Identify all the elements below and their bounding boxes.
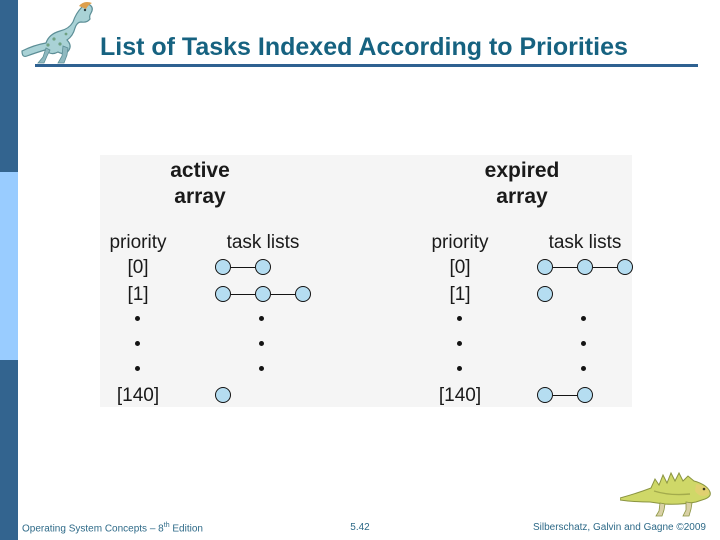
task-link-line — [231, 293, 255, 295]
active-array-task-list-row — [215, 259, 271, 277]
expired-array-tasklists-column-header: task lists — [548, 232, 622, 253]
task-node — [577, 259, 593, 275]
sidebar-segment-bottom — [0, 360, 18, 540]
task-node — [295, 286, 311, 302]
sidebar-segment-top — [0, 0, 18, 172]
dinosaur-footer-image — [620, 471, 711, 517]
task-link-line — [553, 266, 577, 268]
diagram-panel: active array priority task lists [0] [1] [140]… — [100, 155, 633, 407]
task-node — [537, 286, 553, 302]
active-array-priority-column-header: priority — [109, 232, 167, 253]
expired-array-header: expired array — [442, 158, 602, 210]
active-array-tasklists-column-header: task lists — [226, 232, 300, 253]
task-node — [577, 387, 593, 403]
expired-array-priority-label: [140] — [438, 385, 482, 406]
active-array-header-line1: active — [170, 159, 230, 182]
task-node — [537, 259, 553, 275]
expired-array-header-line2: array — [496, 185, 548, 208]
active-array-header: active array — [120, 158, 280, 210]
footer-edition-superscript: th — [163, 522, 170, 529]
expired-array-tasklist-ellipsis-dot — [581, 366, 586, 371]
active-array-priority-ellipsis-dot — [135, 341, 140, 346]
title-underline — [35, 64, 698, 67]
active-array-priority-ellipsis-dot — [135, 366, 140, 371]
expired-array-tasklist-ellipsis-dot — [581, 316, 586, 321]
active-array-priority-ellipsis-dot — [135, 316, 140, 321]
footer-book-title-text: Operating System Concepts – 8 — [22, 523, 164, 535]
task-node — [255, 286, 271, 302]
active-array-priority-label: [140] — [116, 385, 160, 406]
footer-authors: Silberschatz, Galvin and Gagne ©2009 — [532, 522, 706, 533]
active-array-tasklist-ellipsis-dot — [259, 316, 264, 321]
task-node — [255, 259, 271, 275]
expired-array-priority-label: [0] — [449, 257, 471, 278]
footer-edition-text: Edition — [169, 523, 203, 535]
expired-array-priority-column-header: priority — [431, 232, 489, 253]
expired-array-tasklist-ellipsis-dot — [581, 341, 586, 346]
task-node — [215, 286, 231, 302]
active-array-header-line2: array — [174, 185, 226, 208]
slide-page-number: 5.42 — [350, 522, 370, 533]
footer-book-title: Operating System Concepts – 8th Edition — [22, 522, 203, 534]
task-node — [617, 259, 633, 275]
active-array-priority-label: [0] — [127, 257, 149, 278]
dinosaur-logo-icon — [21, 2, 93, 64]
task-link-line — [593, 266, 617, 268]
active-array-group: active array priority task lists [0] [1] [140] — [100, 155, 340, 407]
task-link-line — [553, 394, 577, 396]
expired-array-priority-ellipsis-dot — [457, 341, 462, 346]
task-link-line — [271, 293, 295, 295]
slide-title: List of Tasks Indexed According to Prior… — [100, 33, 628, 61]
expired-array-header-line1: expired — [484, 159, 560, 182]
task-node — [537, 387, 553, 403]
active-array-tasklist-ellipsis-dot — [259, 341, 264, 346]
expired-array-priority-ellipsis-dot — [457, 366, 462, 371]
active-array-task-list-row — [215, 387, 231, 405]
task-link-line — [231, 266, 255, 268]
task-node — [215, 259, 231, 275]
expired-array-task-list-row — [537, 259, 633, 277]
active-array-task-list-row — [215, 286, 311, 304]
expired-array-task-list-row — [537, 387, 593, 405]
expired-array-priority-ellipsis-dot — [457, 316, 462, 321]
active-array-tasklist-ellipsis-dot — [259, 366, 264, 371]
expired-array-task-list-row — [537, 286, 553, 304]
sidebar-segment-middle — [0, 172, 18, 360]
task-node — [215, 387, 231, 403]
expired-array-group: expired array priority task lists [0] [1] [140… — [422, 155, 662, 407]
expired-array-priority-label: [1] — [449, 284, 471, 305]
active-array-priority-label: [1] — [127, 284, 149, 305]
